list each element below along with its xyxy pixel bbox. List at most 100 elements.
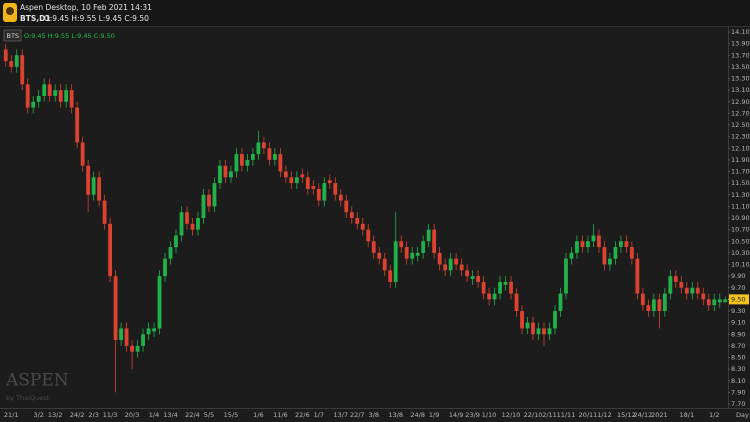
candle-body	[97, 177, 102, 201]
x-tick-label: 22/4	[185, 411, 200, 419]
candle-body	[382, 258, 387, 271]
candle-body	[492, 293, 497, 300]
x-tick-label: 1/6	[253, 411, 263, 419]
candle-body	[421, 241, 426, 253]
candle-body	[267, 148, 272, 160]
candle-body	[239, 154, 244, 166]
candle-body	[690, 287, 695, 294]
y-tick-label: 9.90	[731, 272, 745, 280]
x-tick-label: 1/7	[314, 411, 324, 419]
symbol: BTS,D1	[20, 14, 51, 23]
x-tick-label: 18/1	[680, 411, 695, 419]
candle-body	[124, 328, 129, 346]
candle-body	[553, 311, 557, 329]
y-tick-label: 9.30	[731, 307, 745, 315]
candle-body	[300, 174, 305, 178]
candle-body	[196, 218, 200, 230]
candle-body	[207, 194, 211, 207]
candle-body	[684, 287, 689, 294]
candle-body	[212, 183, 217, 207]
y-tick-label: 10.90	[731, 214, 750, 222]
x-tick-label: 1/10	[482, 411, 497, 419]
candle-body	[448, 258, 453, 271]
candle-body	[404, 247, 409, 259]
candle-body	[174, 235, 178, 248]
candle-body	[564, 258, 568, 294]
candle-body	[31, 101, 36, 108]
x-tick-label: 11/11	[557, 411, 576, 419]
y-tick-label: 9.70	[731, 284, 745, 292]
candle-body	[695, 287, 700, 294]
candle-body	[245, 159, 250, 166]
candle-body	[360, 223, 365, 230]
x-tick-label: 11/6	[273, 411, 288, 419]
y-tick-label: 8.70	[731, 342, 745, 350]
last-price-box	[729, 294, 749, 305]
y-tick-label: 8.10	[731, 377, 745, 385]
y-tick-label: 10.30	[731, 249, 750, 257]
candle-body	[86, 165, 91, 195]
x-tick-label: 22/6	[295, 411, 310, 419]
candle-body	[432, 229, 437, 253]
x-tick-label: 21/1	[4, 411, 19, 419]
x-tick-label: 13/2	[48, 411, 63, 419]
x-tick-label: 24/2	[70, 411, 85, 419]
candle-body	[531, 322, 535, 335]
x-tick-label: 15/12	[617, 411, 636, 419]
window-title: Aspen Desktop, 10 Feb 2021 14:31	[20, 3, 152, 12]
candle-body	[201, 194, 206, 218]
y-tick-label: 7.70	[731, 400, 745, 408]
candle-body	[344, 200, 349, 213]
candle-body	[558, 293, 563, 311]
candle-body	[190, 223, 195, 230]
candle-body	[229, 171, 233, 178]
y-tick-label: 8.50	[731, 354, 745, 362]
x-tick-label: 24/12	[634, 411, 653, 419]
candle-body	[679, 281, 684, 288]
candle-body	[717, 299, 722, 303]
x-tick-label: 1/4	[149, 411, 159, 419]
title-bar	[0, 0, 750, 26]
candle-body	[146, 328, 151, 335]
candle-body	[651, 299, 656, 311]
watermark-sub: by ThaiQuest	[6, 394, 50, 402]
candle-body	[278, 154, 283, 172]
candle-body	[289, 177, 294, 184]
candle-body	[14, 55, 19, 67]
candle-body	[69, 90, 74, 108]
candle-body	[465, 270, 470, 277]
candle-body	[311, 186, 316, 189]
candle-body	[9, 61, 14, 67]
candle-body	[152, 328, 156, 332]
candle-body	[256, 142, 261, 155]
candle-body	[662, 293, 667, 311]
candle-body	[437, 252, 442, 265]
candle-body	[163, 258, 167, 277]
x-tick-label: 24/8	[410, 411, 425, 419]
candle-body	[108, 223, 113, 277]
x-tick-label: 1/9	[429, 411, 439, 419]
candle-body	[542, 328, 546, 335]
y-tick-label: 13.90	[731, 40, 750, 48]
candle-body	[36, 95, 41, 102]
x-tick-label: 13/7	[333, 411, 348, 419]
x-tick-label: 1/12	[597, 411, 612, 419]
candle-body	[377, 252, 382, 259]
candle-body	[602, 247, 607, 265]
last-price-label: 9.50	[731, 295, 745, 303]
x-tick-label: 1/2	[709, 411, 719, 419]
y-tick-label: 13.10	[731, 86, 750, 94]
candle-body	[371, 241, 376, 253]
candle-body	[393, 241, 398, 282]
candle-body	[283, 171, 288, 178]
legend-box	[3, 29, 22, 42]
candle-body	[613, 247, 618, 259]
candle-body	[706, 299, 711, 306]
y-tick-label: 8.30	[731, 365, 745, 373]
candle-body	[20, 55, 25, 85]
candle-body	[366, 229, 371, 242]
x-tick-label: 12/10	[502, 411, 521, 419]
x-tick-label: 15/5	[224, 411, 239, 419]
